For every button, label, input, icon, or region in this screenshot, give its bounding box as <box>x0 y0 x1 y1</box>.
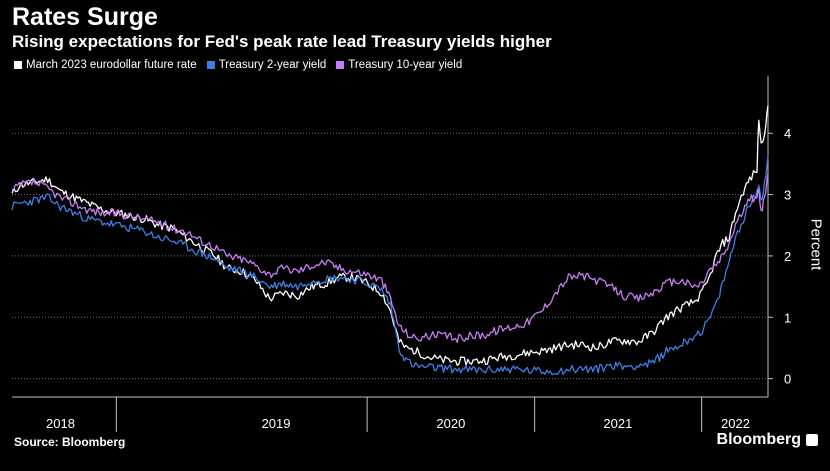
y-tick-label: 0 <box>784 372 791 387</box>
legend-label-eurodollar: March 2023 eurodollar future rate <box>26 59 197 71</box>
y-tick-label: 1 <box>784 310 791 325</box>
y-tick-label: 4 <box>784 126 791 141</box>
chart-title: Rates Surge <box>12 3 158 31</box>
legend-item-10yr: Treasury 10-year yield <box>336 59 462 71</box>
legend-label-2yr: Treasury 2-year yield <box>218 59 327 71</box>
y-tick-label: 2 <box>784 249 791 264</box>
x-tick-label: 2022 <box>721 416 750 431</box>
bloomberg-mark-icon <box>806 434 818 446</box>
legend: March 2023 eurodollar future rate Treasu… <box>14 59 462 71</box>
source-note: Source: Bloomberg <box>14 435 126 449</box>
brand-name: Bloomberg <box>716 431 801 448</box>
y-axis-label: Percent <box>807 218 825 271</box>
brand-logo: Bloomberg <box>717 431 818 449</box>
legend-swatch-10yr <box>336 61 345 69</box>
legend-item-2yr: Treasury 2-year yield <box>206 59 327 71</box>
x-tick-label: 2019 <box>262 416 291 431</box>
x-tick-label: 2021 <box>603 416 632 431</box>
y-tick-label: 3 <box>784 188 791 203</box>
legend-label-10yr: Treasury 10-year yield <box>348 59 463 71</box>
legend-item-eurodollar: March 2023 eurodollar future rate <box>14 59 197 71</box>
x-tick-label: 2018 <box>46 416 75 431</box>
chart-subtitle: Rising expectations for Fed's peak rate … <box>12 32 552 51</box>
series-line-2 <box>11 173 769 343</box>
series-line-0 <box>11 105 769 367</box>
legend-swatch-2yr <box>206 61 215 69</box>
series-line-1 <box>11 154 769 376</box>
x-tick-label: 2020 <box>436 416 465 431</box>
legend-swatch-eurodollar <box>14 61 22 69</box>
